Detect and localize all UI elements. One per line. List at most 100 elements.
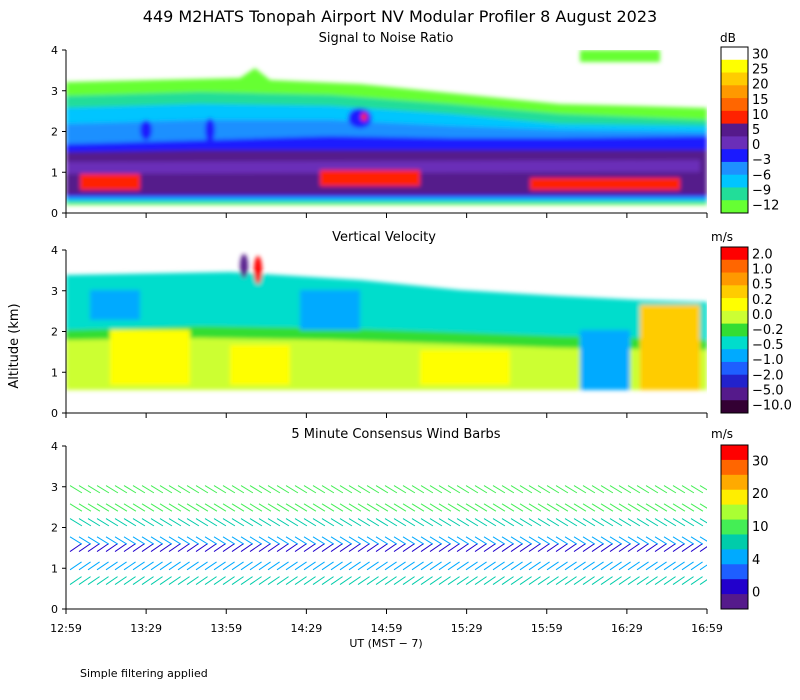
colorbar-label: −2.0 [752,368,784,383]
y-tick-label: 3 [51,85,58,98]
wind-barb [528,561,541,571]
colorbar-swatch [721,161,748,176]
wind-barb [213,561,226,571]
wind-barb [267,536,281,545]
wind-barb [330,536,344,545]
wind-barb [294,543,307,552]
wind-barb [141,536,155,545]
snr-aloft-patch [580,50,660,62]
colorbar-swatch [721,579,748,595]
wind-barb [465,561,478,571]
wind-barb [618,518,632,527]
colorbar-swatch [721,298,748,312]
wind-barb [672,518,686,527]
wind-barb [420,503,434,512]
wind-barb [681,561,694,571]
wind-barb [285,518,299,527]
wind-barb [438,576,451,585]
wind-barb [582,503,596,512]
wind-barb [699,503,707,509]
wind-barb [681,518,695,527]
wind-barb [699,536,707,542]
wind-barb [672,561,685,571]
wind-barb [465,576,478,585]
wind-barb [573,485,587,494]
wind-barb [132,485,146,494]
wind-barb [231,518,245,527]
wind-barb [699,564,707,571]
wind-barb [159,536,173,545]
wind-barb [438,503,452,512]
wind-barb [591,576,604,585]
wind-barb [456,485,470,494]
wind-barb [348,561,361,571]
wind-barb [87,576,100,585]
wind-barb [312,536,326,545]
colorbar-label: 20 [752,78,769,93]
wind-barb [627,536,641,545]
wind-barb [150,503,164,512]
y-tick-label: 1 [51,366,58,379]
wind-barb [231,536,245,545]
wind-barb [267,518,281,527]
wind-barb [87,543,100,552]
y-tick-label: 4 [51,244,58,257]
wind-barb [690,576,703,585]
wind-barb [78,503,92,512]
x-tick-label: 13:59 [210,622,242,635]
panel-1-subtitle: Signal to Noise Ratio [319,31,454,46]
wind-barb [429,536,443,545]
wind-barb [87,503,101,512]
wind-barb [132,543,145,552]
wind-barb [267,485,281,494]
wind-barb [510,561,523,571]
figure-title: 449 M2HATS Tonopah Airport NV Modular Pr… [143,7,657,26]
wind-barb [420,518,434,527]
x-tick-label: 13:29 [130,622,162,635]
wind-barb [420,485,434,494]
wind-barb [393,561,406,571]
wind-barb [492,503,506,512]
wind-barb [258,561,271,571]
wind-barb [114,543,127,552]
wind-barb [303,543,316,552]
wind-barb [69,543,82,552]
wind-barb [231,576,244,585]
panel-1-unit: dB [720,31,736,45]
velocity-field [66,254,707,390]
colorbar-frame [720,46,749,214]
wind-barb [285,576,298,585]
wind-barb [105,485,119,494]
wind-barb [375,536,389,545]
wind-barb [69,503,83,512]
wind-barb [393,543,406,552]
colorbar-label: 0.0 [752,308,773,323]
velocity-updraft-2 [230,345,290,385]
wind-barb [447,543,460,552]
wind-barb [555,576,568,585]
wind-barb [348,503,362,512]
wind-barb [159,518,173,527]
wind-barb [510,518,524,527]
wind-barb [384,561,397,571]
wind-barb [600,576,613,585]
wind-barb [609,518,623,527]
wind-barb [627,518,641,527]
wind-barb [348,485,362,494]
wind-barb [204,518,218,527]
wind-barb [168,536,182,545]
colorbar-swatch [721,174,748,188]
wind-barb [591,518,605,527]
wind-barb [276,543,289,552]
wind-barb [141,518,155,527]
colorbar-label: 20 [752,487,769,502]
wind-barb [681,485,695,494]
wind-barb [690,536,704,545]
wind-barb [546,561,559,571]
wind-barb [240,518,254,527]
wind-barb [114,518,128,527]
wind-barb [393,518,407,527]
wind-barb [411,485,425,494]
wind-barb [366,503,380,512]
